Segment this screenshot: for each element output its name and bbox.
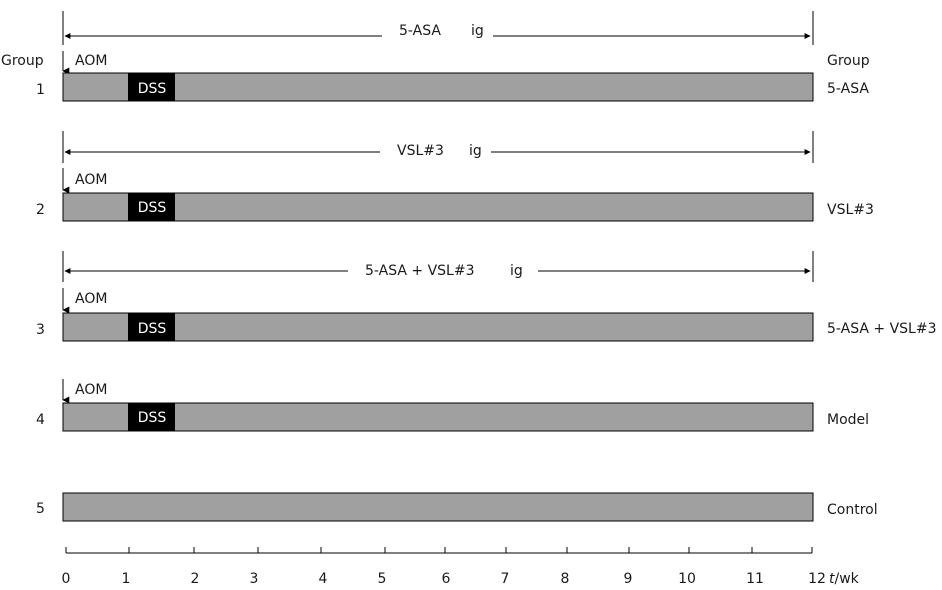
timeline-bar — [62, 192, 814, 222]
aom-label: AOM — [75, 53, 107, 69]
aom-label: AOM — [75, 291, 107, 307]
group-number: 2 — [36, 202, 45, 218]
dss-block — [128, 73, 175, 101]
dss-label: DSS — [138, 200, 167, 216]
group-name: Control — [827, 502, 878, 518]
treatment-label: 5-ASA — [399, 23, 441, 39]
aom-label: AOM — [75, 382, 107, 398]
axis-tick-label: 6 — [442, 571, 451, 587]
timeline-bar — [62, 402, 814, 432]
axis-tick-label: 12 — [808, 571, 826, 587]
group-name: VSL#3 — [827, 202, 874, 218]
treatment-label: 5-ASA + VSL#3 — [365, 263, 474, 279]
axis-tick-label: 2 — [191, 571, 200, 587]
group-row-4: AOM 4 DSS Model — [36, 379, 869, 432]
axis-unit-rest: /wk — [835, 571, 860, 587]
axis-tick-label: 5 — [378, 571, 387, 587]
treatment-span-vsl3: VSL#3 ig — [62, 131, 814, 163]
group-row-2: AOM 2 DSS VSL#3 — [36, 168, 874, 222]
group-number: 1 — [36, 82, 45, 98]
route-label: ig — [510, 263, 523, 279]
group-name: Model — [827, 412, 869, 428]
treatment-span-5-asa-vsl3: 5-ASA + VSL#3 ig — [62, 251, 814, 282]
axis-tick-label: 4 — [319, 571, 328, 587]
group-row-5: 5 Control — [36, 492, 878, 522]
dss-block — [128, 313, 175, 341]
timeline-bar — [62, 72, 814, 102]
group-row-3: AOM 3 DSS 5-ASA + VSL#3 — [36, 288, 936, 342]
axis-tick-label: 9 — [624, 571, 633, 587]
dss-label: DSS — [138, 81, 167, 97]
treatment-label: VSL#3 — [397, 143, 444, 159]
group-header-right: Group — [827, 53, 870, 69]
axis-unit: t/wk — [829, 571, 860, 587]
group-header-left: Group — [1, 53, 44, 69]
aom-label: AOM — [75, 172, 107, 188]
axis-tick-label: 3 — [250, 571, 259, 587]
timeline-bar — [62, 312, 814, 342]
time-axis: t/wk 0 1 2 3 4 5 6 7 8 9 10 11 12 — [62, 547, 860, 587]
axis-tick-label: 10 — [678, 571, 696, 587]
axis-tick-label: 7 — [501, 571, 510, 587]
group-number: 4 — [36, 412, 45, 428]
axis-tick-label: 11 — [746, 571, 764, 587]
group-number: 3 — [36, 322, 45, 338]
route-label: ig — [471, 23, 484, 39]
group-name: 5-ASA — [827, 81, 869, 97]
group-number: 5 — [36, 501, 45, 517]
axis-tick-label: 0 — [62, 571, 71, 587]
timeline-bar — [62, 492, 814, 522]
dss-block — [128, 403, 175, 431]
dss-block — [128, 193, 175, 221]
dss-label: DSS — [138, 410, 167, 426]
axis-unit-t: t — [829, 571, 835, 587]
route-label: ig — [469, 143, 482, 159]
group-row-1: AOM 1 DSS 5-ASA — [36, 51, 869, 102]
dss-label: DSS — [138, 321, 167, 337]
group-name: 5-ASA + VSL#3 — [827, 321, 936, 337]
axis-tick-label: 8 — [561, 571, 570, 587]
treatment-span-5-asa: 5-ASA ig — [62, 11, 814, 45]
axis-tick-label: 1 — [122, 571, 131, 587]
